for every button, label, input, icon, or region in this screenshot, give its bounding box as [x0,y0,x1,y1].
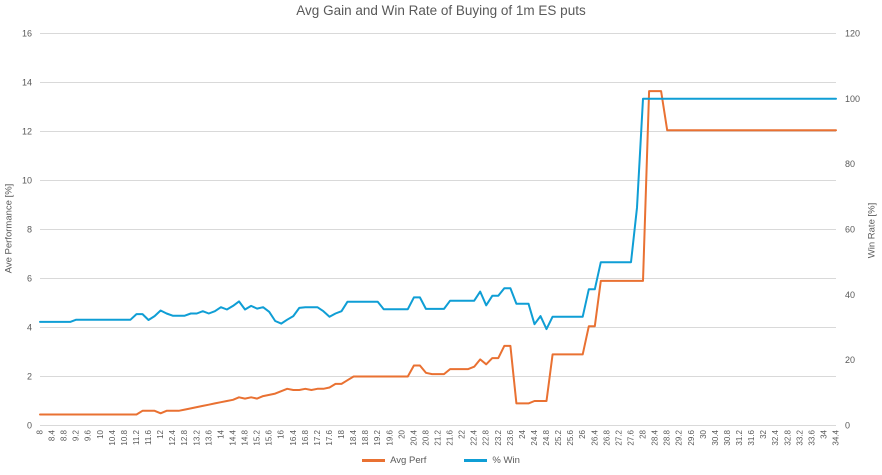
svg-text:18.8: 18.8 [361,429,370,445]
svg-text:29.6: 29.6 [687,429,696,445]
svg-text:18.4: 18.4 [349,429,358,445]
svg-text:30.4: 30.4 [711,429,720,445]
svg-text:19.2: 19.2 [373,429,382,445]
series-line-win [39,97,837,331]
svg-text:10.4: 10.4 [108,429,117,445]
svg-text:15.6: 15.6 [265,429,274,445]
svg-text:11.2: 11.2 [132,429,141,445]
svg-text:28.4: 28.4 [651,429,660,445]
svg-text:23.6: 23.6 [506,429,515,445]
svg-text:14.4: 14.4 [228,429,237,445]
svg-text:16.4: 16.4 [289,429,298,445]
svg-text:26.8: 26.8 [602,429,611,445]
svg-text:14.8: 14.8 [241,429,250,445]
legend-item-avg-perf: Avg Perf [362,455,426,466]
svg-text:33.2: 33.2 [795,429,804,445]
svg-text:17.2: 17.2 [313,429,322,445]
right-axis-tick-labels: 0 20 40 60 80 100 120 [845,29,860,431]
svg-text:18: 18 [337,429,346,438]
svg-text:9.6: 9.6 [84,429,93,441]
svg-text:24.8: 24.8 [542,429,551,445]
gridlines [40,33,836,426]
x-axis-tick-labels: 8 8.4 8.8 9.2 9.6 10 10.4 10.8 11.2 11.6 12 12.4 12.… [36,429,841,445]
svg-text:24: 24 [518,429,527,438]
svg-text:31.6: 31.6 [747,429,756,445]
svg-text:8: 8 [36,429,45,434]
svg-text:22: 22 [458,429,467,438]
svg-text:9.2: 9.2 [72,429,81,441]
svg-text:21.6: 21.6 [446,429,455,445]
svg-text:32.4: 32.4 [771,429,780,445]
svg-text:8.4: 8.4 [48,429,57,441]
svg-text:13.6: 13.6 [204,429,213,445]
svg-text:29.2: 29.2 [675,429,684,445]
svg-text:10.8: 10.8 [120,429,129,445]
svg-text:100: 100 [845,94,860,104]
svg-text:12: 12 [22,127,32,137]
svg-text:30.8: 30.8 [723,429,732,445]
svg-text:0: 0 [845,421,850,431]
svg-text:25.2: 25.2 [554,429,563,445]
legend-label: Avg Perf [390,455,427,466]
svg-text:4: 4 [27,323,32,333]
svg-text:20.8: 20.8 [421,429,430,445]
svg-text:32.8: 32.8 [783,429,792,445]
chart-title: Avg Gain and Win Rate of Buying of 1m ES… [296,3,586,18]
svg-text:17.6: 17.6 [325,429,334,445]
svg-text:10: 10 [96,429,105,438]
svg-text:12: 12 [156,429,165,438]
svg-text:20: 20 [845,355,855,365]
svg-text:40: 40 [845,290,855,300]
legend-label: % Win [492,455,520,466]
svg-text:26: 26 [578,429,587,438]
svg-text:22.4: 22.4 [470,429,479,445]
svg-text:12.8: 12.8 [180,429,189,445]
left-axis-tick-labels: 0 2 4 6 8 10 12 14 16 [22,29,32,431]
svg-text:15.2: 15.2 [253,429,262,445]
line-swatch-icon [464,459,488,462]
svg-text:0: 0 [27,421,32,431]
svg-text:2: 2 [27,372,32,382]
svg-text:30: 30 [699,429,708,438]
svg-text:13.2: 13.2 [192,429,201,445]
line-swatch-icon [362,459,386,462]
svg-text:80: 80 [845,159,855,169]
svg-text:8.8: 8.8 [60,429,69,441]
svg-text:16.8: 16.8 [301,429,310,445]
svg-text:14: 14 [216,429,225,438]
svg-text:14: 14 [22,78,32,88]
svg-text:16: 16 [277,429,286,438]
svg-text:6: 6 [27,274,32,284]
svg-text:26.4: 26.4 [590,429,599,445]
svg-text:27.6: 27.6 [626,429,635,445]
svg-text:27.2: 27.2 [614,429,623,445]
svg-text:33.6: 33.6 [807,429,816,445]
svg-text:20: 20 [397,429,406,438]
svg-text:25.6: 25.6 [566,429,575,445]
svg-text:16: 16 [22,29,32,39]
svg-text:34.4: 34.4 [832,429,841,445]
svg-text:22.8: 22.8 [482,429,491,445]
svg-text:34: 34 [819,429,828,438]
svg-text:23.2: 23.2 [494,429,503,445]
svg-text:19.6: 19.6 [385,429,394,445]
svg-text:28: 28 [639,429,648,438]
svg-text:12.4: 12.4 [168,429,177,445]
svg-text:120: 120 [845,29,860,39]
legend-item-win: % Win [464,455,520,466]
svg-text:24.4: 24.4 [530,429,539,445]
svg-text:20.4: 20.4 [409,429,418,445]
svg-text:32: 32 [759,429,768,438]
svg-text:11.6: 11.6 [144,429,153,445]
svg-text:60: 60 [845,225,855,235]
svg-text:31.2: 31.2 [735,429,744,445]
chart-legend: Avg Perf % Win [0,455,882,466]
svg-text:8: 8 [27,225,32,235]
svg-text:21.2: 21.2 [434,429,443,445]
svg-text:28.8: 28.8 [663,429,672,445]
svg-text:10: 10 [22,176,32,186]
series-line-avg-perf [39,90,837,416]
